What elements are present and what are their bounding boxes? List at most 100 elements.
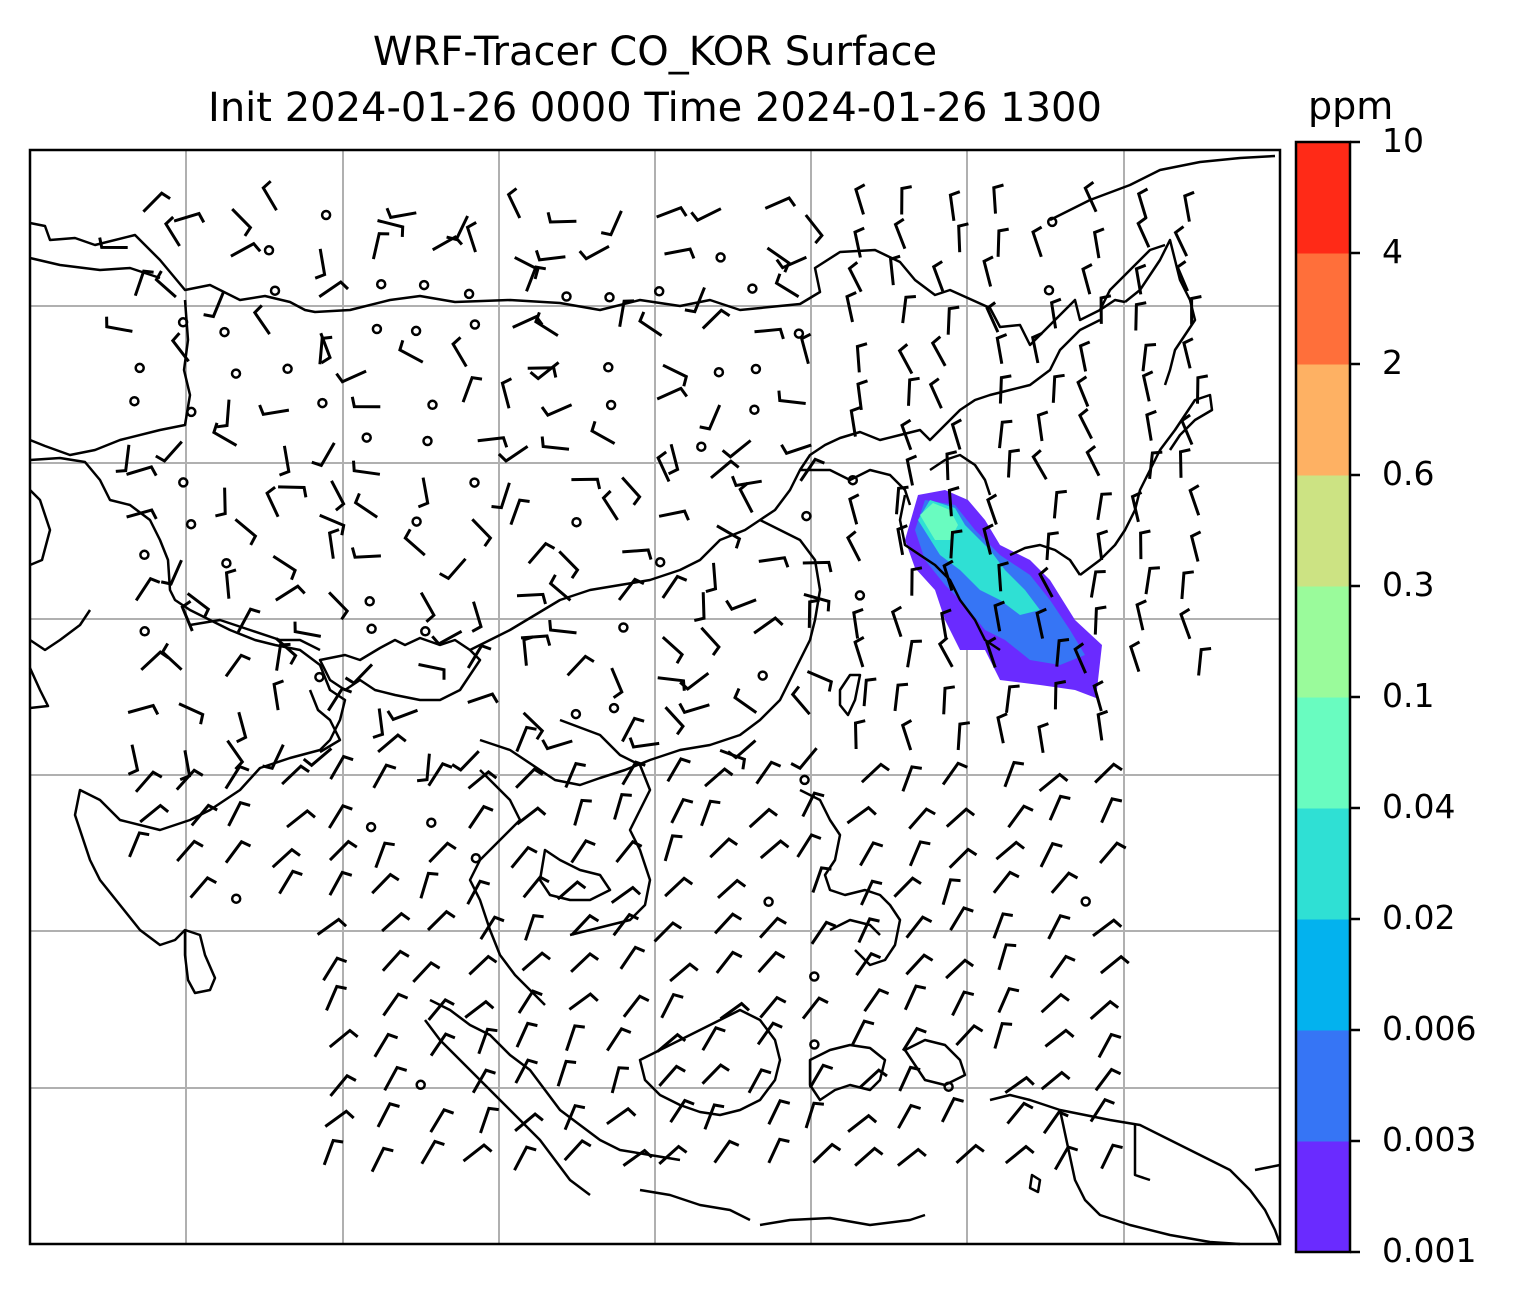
wind-barb — [703, 1103, 725, 1130]
wind-barb — [1036, 410, 1049, 442]
wind-barb — [180, 600, 194, 632]
wind-barb — [491, 482, 511, 510]
wind-barb — [234, 518, 258, 546]
wind-barb — [992, 870, 1020, 894]
wind-barb — [1040, 992, 1070, 1014]
wind-barb — [903, 984, 927, 1011]
wind-barb — [849, 405, 862, 437]
wind-barb — [1076, 375, 1090, 408]
wind-barb — [661, 574, 688, 599]
wind-barb — [563, 1103, 586, 1131]
wind-barb — [895, 485, 909, 515]
wind-barb — [693, 592, 706, 623]
coastlines — [28, 154, 1282, 1246]
wind-barb — [612, 912, 640, 937]
calm-wind-circle — [571, 516, 582, 528]
wind-barb — [316, 917, 348, 936]
wind-barb — [293, 621, 322, 638]
calm-wind-circle — [282, 363, 293, 375]
wind-barb — [848, 493, 860, 525]
wind-barb — [471, 601, 483, 633]
colorbar-segment — [1296, 808, 1350, 920]
wind-barb — [344, 663, 374, 686]
wind-barb — [854, 1146, 884, 1167]
wind-barb — [350, 396, 381, 409]
wind-barb — [513, 1145, 537, 1171]
wind-barb — [471, 518, 493, 548]
wind-barb — [949, 906, 974, 931]
wind-barb — [517, 989, 543, 1014]
wind-barb — [328, 591, 350, 621]
calm-wind-circle — [317, 397, 328, 409]
wind-barb — [451, 336, 468, 368]
wind-barb — [335, 369, 367, 384]
wind-barb — [1053, 1145, 1079, 1171]
wind-barb — [1035, 607, 1047, 639]
wind-barb — [1038, 772, 1069, 793]
calm-wind-circle — [177, 317, 189, 328]
wind-barb — [236, 607, 261, 633]
wind-barb — [534, 249, 566, 262]
wind-barb — [951, 990, 975, 1017]
wind-barb — [571, 477, 602, 490]
colorbar-segment — [1296, 1141, 1350, 1253]
wind-barb — [621, 716, 645, 743]
wind-barb — [155, 440, 183, 463]
wind-barb — [949, 529, 963, 559]
wind-barb — [942, 559, 954, 592]
wind-barb — [705, 562, 718, 594]
wind-barb — [416, 753, 431, 783]
wind-barb — [381, 911, 411, 933]
wind-barb — [461, 376, 483, 403]
wind-barb — [371, 872, 400, 895]
wind-barb — [854, 183, 866, 215]
wind-barb — [383, 1065, 408, 1092]
wind-barb — [905, 953, 934, 976]
wind-barb — [664, 706, 685, 736]
wind-barb — [1094, 762, 1123, 784]
wind-barb — [942, 685, 956, 715]
wind-barb — [540, 403, 573, 417]
wind-barb — [325, 984, 347, 1011]
wind-barb — [556, 1059, 577, 1087]
wind-barb — [1089, 999, 1120, 1021]
wind-barb — [700, 626, 721, 656]
wind-barb — [128, 831, 150, 858]
wind-barb — [322, 1138, 344, 1166]
wind-barb — [896, 524, 908, 556]
calm-wind-circle — [365, 821, 377, 833]
calm-wind-circle — [371, 323, 383, 335]
wind-barb — [329, 1073, 357, 1097]
wind-barb — [1130, 491, 1143, 523]
wind-barb — [774, 273, 800, 298]
wind-barb — [556, 880, 587, 901]
wind-barb — [701, 1025, 726, 1052]
wind-barb — [858, 1068, 888, 1089]
calm-wind-circle — [750, 363, 762, 375]
wind-barb — [610, 667, 624, 699]
wind-barb — [1098, 841, 1127, 864]
wind-barb — [1196, 374, 1209, 404]
wind-barb — [855, 342, 868, 373]
wind-barb — [1038, 566, 1054, 598]
wind-barb — [265, 486, 280, 518]
wind-barb — [189, 876, 218, 899]
wind-barb — [438, 557, 467, 581]
colorbar-tick-label: 0.02 — [1382, 898, 1456, 937]
wind-barb — [278, 485, 308, 498]
wind-barb — [985, 301, 1000, 333]
wind-barb — [565, 1024, 585, 1052]
wind-barb — [227, 800, 251, 827]
colorbar-tick-label: 0.1 — [1382, 676, 1435, 715]
wind-barb — [653, 921, 683, 943]
wind-barb — [98, 237, 128, 249]
wind-barb — [139, 803, 170, 824]
wind-barb — [610, 1066, 629, 1094]
wind-barb — [376, 1102, 400, 1128]
wind-barb — [664, 876, 694, 898]
wind-barb — [314, 248, 327, 280]
wind-barb — [154, 270, 177, 299]
wind-barb — [940, 608, 952, 640]
wind-barb — [525, 265, 547, 292]
wind-barb — [398, 339, 424, 364]
